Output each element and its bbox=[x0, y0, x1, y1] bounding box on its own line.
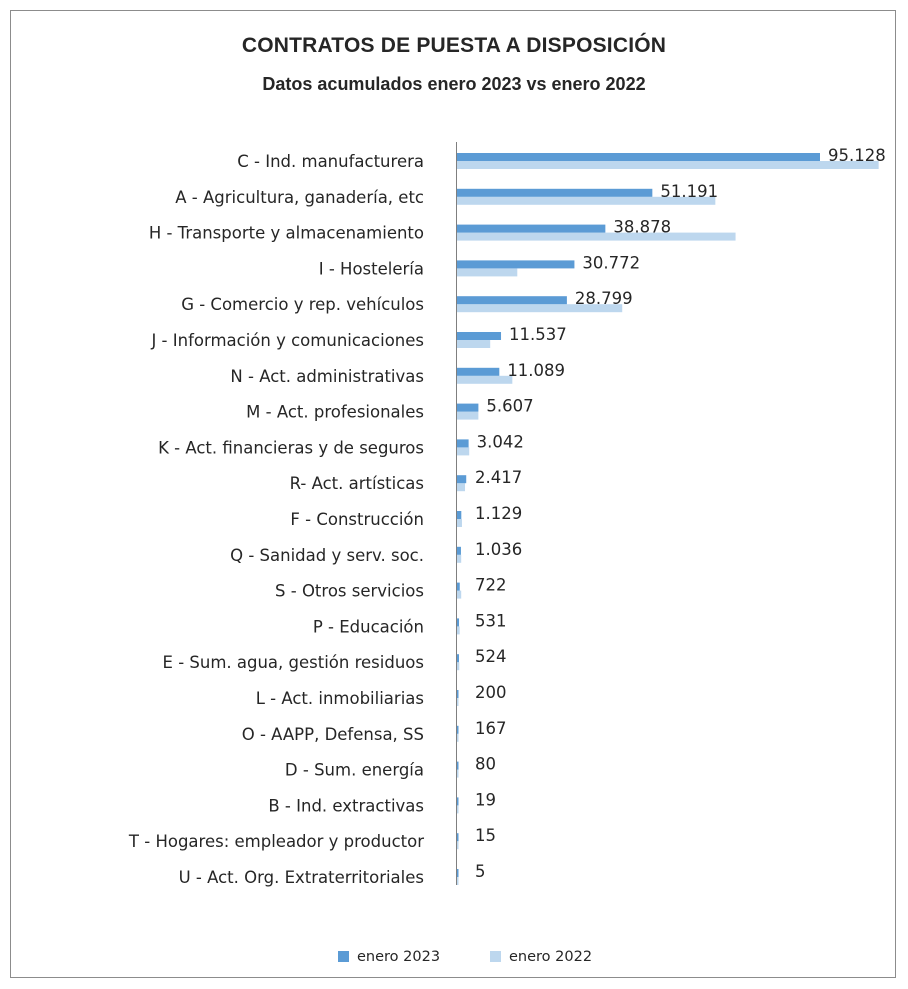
category-label: D - Sum. energía bbox=[285, 761, 424, 780]
data-label: 95.128 bbox=[828, 146, 886, 165]
category-label: K - Act. financieras y de seguros bbox=[158, 438, 424, 457]
bar-enero-2022 bbox=[457, 340, 491, 348]
chart-title: CONTRATOS DE PUESTA A DISPOSICIÓN bbox=[241, 34, 667, 57]
bar-enero-2023 bbox=[457, 367, 500, 376]
data-label: 38.878 bbox=[613, 218, 671, 237]
bar-enero-2023 bbox=[457, 511, 462, 519]
bar-enero-2022 bbox=[457, 877, 459, 885]
category-label: F - Construcción bbox=[290, 510, 424, 529]
bar-enero-2022 bbox=[457, 304, 623, 313]
bar-enero-2022 bbox=[457, 232, 736, 241]
bar-enero-2023 bbox=[457, 690, 459, 698]
bars-layer bbox=[457, 153, 879, 885]
legend-label: enero 2023 bbox=[357, 949, 440, 965]
data-label: 19 bbox=[475, 790, 496, 809]
data-label: 2.417 bbox=[475, 468, 522, 487]
data-label: 51.191 bbox=[660, 182, 718, 201]
data-label: 5.607 bbox=[486, 397, 533, 416]
bar-enero-2022 bbox=[457, 196, 716, 205]
category-label: B - Ind. extractivas bbox=[268, 796, 424, 815]
bar-enero-2023 bbox=[457, 260, 575, 269]
bar-enero-2023 bbox=[457, 797, 459, 806]
bar-enero-2022 bbox=[457, 161, 879, 169]
bar-enero-2022 bbox=[457, 698, 459, 706]
chart-frame bbox=[10, 10, 896, 978]
category-label: A - Agricultura, ganadería, etc bbox=[175, 188, 424, 207]
bar-enero-2023 bbox=[457, 188, 653, 197]
category-label: G - Comercio y rep. vehículos bbox=[181, 295, 424, 314]
data-label: 30.772 bbox=[582, 253, 640, 272]
data-label: 722 bbox=[475, 576, 507, 595]
data-label: 5 bbox=[475, 862, 486, 881]
chart-subtitle: Datos acumulados enero 2023 vs enero 202… bbox=[262, 74, 646, 94]
legend-swatch bbox=[490, 951, 501, 962]
data-label: 1.129 bbox=[475, 504, 522, 523]
data-label: 524 bbox=[475, 647, 507, 666]
bar-enero-2023 bbox=[457, 654, 459, 663]
bar-enero-2023 bbox=[457, 546, 461, 555]
bar-enero-2022 bbox=[457, 554, 462, 563]
data-label: 11.537 bbox=[509, 325, 567, 344]
bar-enero-2023 bbox=[457, 439, 469, 448]
bar-enero-2023 bbox=[457, 833, 459, 842]
bar-enero-2023 bbox=[457, 403, 479, 412]
bar-enero-2022 bbox=[457, 662, 460, 671]
category-label: M - Act. profesionales bbox=[246, 403, 424, 422]
bar-enero-2022 bbox=[457, 268, 518, 277]
category-label: C - Ind. manufacturera bbox=[237, 152, 424, 171]
data-label: 3.042 bbox=[477, 432, 524, 451]
category-label: U - Act. Org. Extraterritoriales bbox=[179, 868, 424, 887]
category-label: O - AAPP, Defensa, SS bbox=[242, 725, 424, 744]
category-label: S - Otros servicios bbox=[275, 582, 424, 601]
category-label: Q - Sanidad y serv. soc. bbox=[230, 546, 424, 565]
bar-enero-2023 bbox=[457, 761, 459, 770]
bar-enero-2023 bbox=[457, 725, 459, 734]
category-label: P - Educación bbox=[313, 617, 424, 636]
bar-enero-2022 bbox=[457, 519, 462, 527]
bar-enero-2023 bbox=[457, 224, 606, 233]
data-label: 167 bbox=[475, 719, 507, 738]
legend-label: enero 2022 bbox=[509, 949, 592, 965]
bar-enero-2022 bbox=[457, 447, 470, 456]
bar-enero-2022 bbox=[457, 590, 462, 599]
bar-enero-2023 bbox=[457, 869, 459, 877]
data-label: 15 bbox=[475, 826, 496, 845]
bar-enero-2023 bbox=[457, 153, 820, 161]
bar-enero-2022 bbox=[457, 375, 513, 384]
category-label: E - Sum. agua, gestión residuos bbox=[163, 653, 424, 672]
category-label: R- Act. artísticas bbox=[290, 474, 424, 493]
legend: enero 2023 enero 2022 bbox=[338, 949, 592, 965]
bar-enero-2023 bbox=[457, 475, 467, 484]
bar-enero-2023 bbox=[457, 582, 460, 591]
data-label: 80 bbox=[475, 755, 496, 774]
data-label: 1.036 bbox=[475, 540, 522, 559]
category-label: N - Act. administrativas bbox=[230, 367, 424, 386]
bar-enero-2022 bbox=[457, 805, 459, 814]
labels-layer: C - Ind. manufacturera 95.128 A - Agricult… bbox=[128, 146, 886, 887]
data-label: 200 bbox=[475, 683, 507, 702]
bar-enero-2022 bbox=[457, 733, 459, 742]
bar-enero-2022 bbox=[457, 626, 460, 635]
bar-enero-2022 bbox=[457, 841, 459, 850]
legend-swatch bbox=[338, 951, 349, 962]
bar-enero-2023 bbox=[457, 296, 567, 305]
category-label: H - Transporte y almacenamiento bbox=[149, 224, 424, 243]
data-label: 11.089 bbox=[507, 361, 565, 380]
bar-enero-2023 bbox=[457, 332, 502, 340]
bar-enero-2023 bbox=[457, 618, 460, 627]
category-label: J - Información y comunicaciones bbox=[150, 331, 424, 350]
bar-enero-2022 bbox=[457, 769, 459, 778]
category-label: I - Hostelería bbox=[319, 259, 424, 278]
bar-enero-2022 bbox=[457, 411, 479, 420]
category-label: T - Hogares: empleador y productor bbox=[128, 832, 424, 851]
data-label: 531 bbox=[475, 611, 507, 630]
data-label: 28.799 bbox=[575, 289, 633, 308]
bar-enero-2022 bbox=[457, 483, 466, 492]
category-label: L - Act. inmobiliarias bbox=[256, 689, 424, 708]
